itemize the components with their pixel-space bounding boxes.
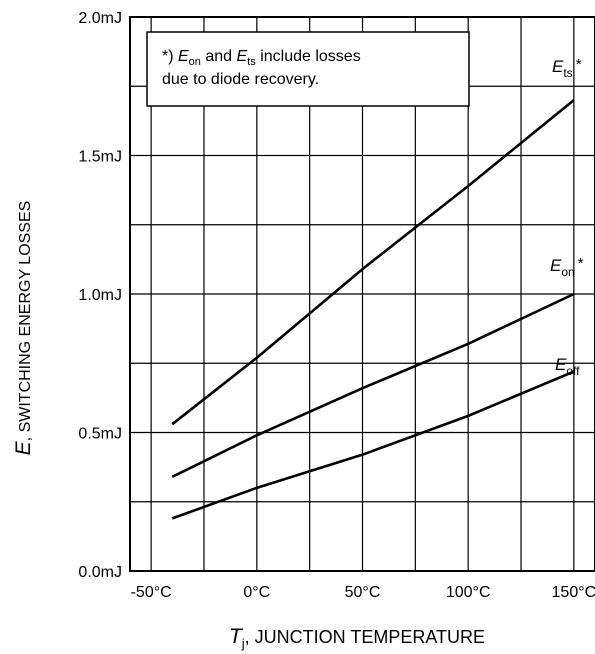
annotation-line2: due to diode recovery. <box>162 71 319 88</box>
tick-labels: -50°C 0°C 50°C 100°C 150°C 0.0mJ 0.5mJ 1.0mJ 1.5… <box>78 10 595 601</box>
annotation-sub1: on <box>189 56 201 68</box>
series-line-ts <box>171 99 575 426</box>
series-label-ts: Ets * <box>552 56 582 80</box>
series-lines: Ets * Eon * Eoff <box>171 56 584 520</box>
x-tick-label: 0°C <box>243 584 270 601</box>
series-label-on: Eon * <box>550 255 584 279</box>
annotation-sym1: E <box>178 48 189 65</box>
x-tick-label: 50°C <box>345 584 381 601</box>
y-tick-label: 1.0mJ <box>78 287 122 304</box>
annotation-mid: and <box>201 48 237 65</box>
annotation-rest1: include losses <box>256 48 361 65</box>
annotation-sub2: ts <box>247 56 256 68</box>
y-tick-label: 2.0mJ <box>78 10 122 27</box>
x-tick-label: 150°C <box>552 584 595 601</box>
grid-lines <box>130 17 595 571</box>
annotation-sym2: E <box>237 48 248 65</box>
annotation-box: *) Eon and Ets include losses due to dio… <box>146 31 470 107</box>
y-tick-label: 1.5mJ <box>78 149 122 166</box>
series-line-off <box>171 370 575 520</box>
x-axis-title: Tj, JUNCTION TEMPERATURE <box>229 625 485 651</box>
series-label-off: Eoff <box>555 355 580 378</box>
x-tick-label: 100°C <box>446 584 491 601</box>
series-line-on <box>171 292 575 478</box>
x-tick-label: -50°C <box>131 584 172 601</box>
y-tick-label: 0.5mJ <box>78 426 122 443</box>
svg-text:*) Eon and Ets include losses: *) Eon and Ets include losses <box>162 48 361 68</box>
y-tick-label: 0.0mJ <box>78 564 122 581</box>
y-axis-title: E, SWITCHING ENERGY LOSSES <box>12 201 35 456</box>
annotation-prefix: *) <box>162 48 178 65</box>
plot-frame <box>129 16 595 572</box>
